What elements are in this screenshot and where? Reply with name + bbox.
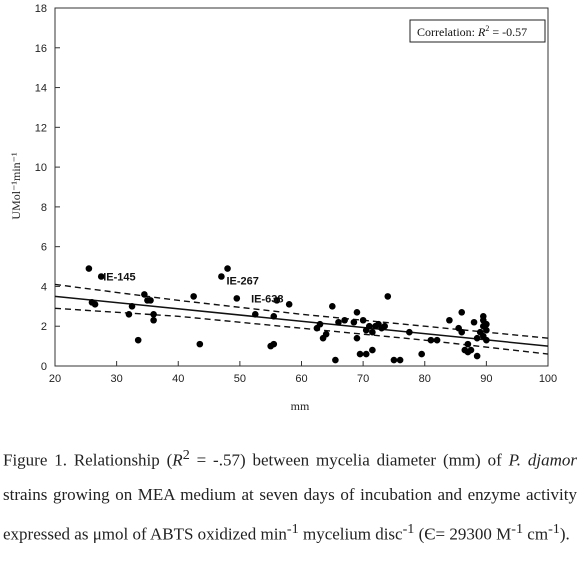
data-point <box>97 273 105 280</box>
y-tick-label: 18 <box>35 3 47 15</box>
data-point <box>91 301 99 308</box>
data-point <box>273 297 281 304</box>
data-point <box>190 293 197 300</box>
data-point <box>322 330 330 338</box>
y-tick-label: 6 <box>41 242 47 254</box>
data-point <box>353 334 361 342</box>
regression-line <box>54 295 549 347</box>
data-point <box>270 312 278 320</box>
y-axis-title: UMol⁻¹min⁻¹ <box>9 152 23 220</box>
data-point <box>483 326 490 334</box>
data-point <box>350 318 358 326</box>
data-point <box>446 316 453 324</box>
y-tick-label: 12 <box>35 122 47 134</box>
data-point <box>128 303 136 310</box>
data-point <box>369 328 376 336</box>
data-point <box>458 309 466 316</box>
data-point <box>218 273 225 280</box>
data-point <box>147 297 154 304</box>
point-labels: IE-145 IE-267 IE-638 <box>103 272 283 306</box>
data-point <box>141 291 148 298</box>
data-point <box>483 320 490 328</box>
y-tick-label: 8 <box>41 202 47 214</box>
data-point <box>224 265 231 272</box>
data-point <box>390 356 398 364</box>
y-tick-label: 10 <box>35 162 47 174</box>
x-tick-label: 60 <box>295 373 307 385</box>
x-tick-label: 50 <box>234 373 246 385</box>
data-point <box>285 301 293 308</box>
data-point <box>150 316 157 324</box>
point-label: IE-267 <box>226 275 258 287</box>
data-point <box>85 265 93 272</box>
x-tick-label: 30 <box>111 373 123 385</box>
data-point <box>335 318 342 326</box>
data-point <box>196 340 204 348</box>
point-label: IE-145 <box>103 272 135 284</box>
y-tick-label: 2 <box>41 321 47 333</box>
y-tick-label: 0 <box>41 361 47 373</box>
correlation-box: Correlation: R2 = -0.57 <box>409 19 546 43</box>
x-tick-label: 80 <box>419 373 431 385</box>
x-tick-label: 90 <box>480 373 492 385</box>
figure-caption: Figure 1. Relationship (R2 = -.57) betwe… <box>3 447 578 544</box>
data-point <box>251 310 259 318</box>
data-point <box>365 322 373 330</box>
data-point <box>381 322 388 330</box>
data-point <box>418 350 425 358</box>
data-point <box>341 316 348 324</box>
data-point <box>396 356 404 364</box>
correlation-text: Correlation: R2 = -0.57 <box>417 24 527 39</box>
data-point <box>384 293 392 300</box>
data-points <box>85 265 490 364</box>
y-tick-label: 16 <box>35 43 47 55</box>
fit-line <box>54 295 549 347</box>
scatter-chart: 20 30 40 50 60 70 80 90 100 0 2 4 6 8 10 12 14 16 18 IE-1… <box>9 3 557 413</box>
data-point <box>353 309 361 316</box>
data-point <box>406 328 413 336</box>
data-point <box>150 310 157 318</box>
x-tick-label: 40 <box>172 373 184 385</box>
data-point <box>470 318 478 326</box>
x-axis-title: mm <box>291 399 310 413</box>
data-point <box>467 346 475 354</box>
data-point <box>483 336 490 344</box>
data-point <box>270 340 278 348</box>
data-point <box>134 336 142 344</box>
data-point <box>316 320 324 328</box>
data-point <box>473 334 481 342</box>
x-axis: 20 30 40 50 60 70 80 90 100 <box>49 361 557 385</box>
data-point <box>356 350 364 358</box>
data-point <box>369 346 376 354</box>
x-tick-label: 100 <box>539 373 557 385</box>
data-point <box>359 316 367 324</box>
x-tick-label: 20 <box>49 373 61 385</box>
ci-upper-line <box>54 283 549 339</box>
data-point <box>233 295 241 302</box>
data-point <box>329 303 336 310</box>
x-tick-label: 70 <box>357 373 369 385</box>
data-point <box>473 352 481 360</box>
y-tick-label: 4 <box>41 281 47 293</box>
point-label: IE-638 <box>251 293 283 305</box>
data-point <box>125 310 133 318</box>
data-point <box>332 356 339 364</box>
y-axis: 0 2 4 6 8 10 12 14 16 18 <box>35 3 60 373</box>
data-point <box>362 350 370 358</box>
data-point <box>427 336 435 344</box>
data-point <box>464 340 472 348</box>
y-tick-label: 14 <box>35 83 47 95</box>
data-point <box>458 328 466 336</box>
data-point <box>433 336 441 344</box>
